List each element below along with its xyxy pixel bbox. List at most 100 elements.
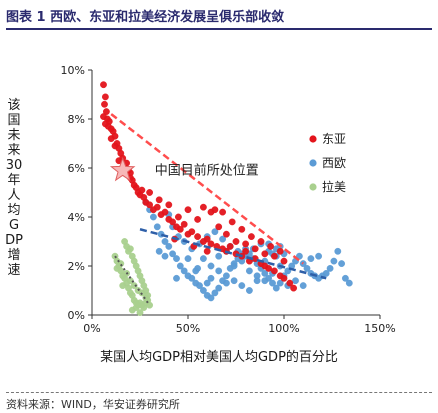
data-point-east-asia: [290, 284, 297, 292]
data-point-east-asia: [194, 215, 202, 223]
data-point-latin-america: [136, 309, 144, 316]
data-point-east-asia: [280, 257, 288, 265]
data-point-east-asia: [215, 223, 223, 231]
data-point-east-asia: [207, 240, 215, 248]
legend-marker: [309, 135, 317, 143]
data-point-western-europe: [192, 267, 200, 275]
data-point-western-europe: [341, 274, 349, 282]
data-point-western-europe: [180, 267, 188, 275]
data-point-latin-america: [126, 245, 134, 253]
y-tick-label: 4%: [68, 211, 85, 224]
data-point-east-asia: [155, 196, 163, 204]
x-tick-label: 100%: [268, 322, 299, 335]
data-point-western-europe: [245, 267, 253, 275]
data-point-east-asia: [180, 220, 188, 228]
data-point-east-asia: [176, 225, 184, 233]
data-point-latin-america: [132, 304, 140, 311]
data-point-western-europe: [215, 267, 223, 275]
trend-lines: [110, 113, 327, 306]
data-point-latin-america: [146, 301, 154, 309]
data-point-east-asia: [261, 250, 269, 258]
data-point-western-europe: [222, 272, 230, 280]
source-rule: [6, 392, 432, 393]
data-point-east-asia: [232, 238, 240, 245]
data-point-western-europe: [184, 255, 192, 263]
data-point-western-europe: [272, 284, 280, 292]
data-point-western-europe: [299, 260, 307, 267]
data-point-western-europe: [176, 262, 184, 270]
data-point-east-asia: [146, 189, 154, 196]
data-point-latin-america: [142, 294, 150, 302]
data-point-western-europe: [207, 274, 215, 282]
data-point-western-europe: [230, 262, 238, 270]
data-point-western-europe: [215, 284, 223, 292]
x-tick-label: 50%: [176, 322, 200, 335]
data-point-east-asia: [188, 228, 196, 236]
data-point-western-europe: [292, 277, 299, 285]
source-note: 资料来源：WIND，华安证券研究所: [6, 398, 180, 411]
legend-entry: 东亚: [322, 132, 346, 146]
data-point-western-europe: [219, 235, 227, 243]
x-tick-label: 150%: [364, 322, 395, 335]
data-point-east-asia: [111, 142, 119, 150]
y-tick-label: 10%: [61, 64, 85, 77]
data-point-east-asia: [100, 81, 107, 89]
data-point-western-europe: [230, 277, 238, 285]
data-point-east-asia: [165, 201, 173, 209]
data-point-east-asia: [146, 201, 154, 209]
data-point-east-asia: [107, 135, 115, 143]
data-points: [100, 81, 353, 316]
data-point-western-europe: [188, 274, 196, 282]
data-point-east-asia: [194, 233, 202, 241]
china-position-star-icon: [109, 156, 136, 182]
data-point-east-asia: [169, 218, 177, 226]
data-point-east-asia: [257, 238, 265, 245]
data-point-western-europe: [253, 272, 261, 280]
data-point-east-asia: [161, 208, 169, 216]
data-point-western-europe: [165, 242, 173, 250]
data-point-western-europe: [155, 247, 163, 255]
data-point-east-asia: [286, 279, 294, 287]
data-point-western-europe: [207, 294, 215, 302]
data-point-western-europe: [345, 279, 353, 287]
figure-title: 图表 1 西欧、东亚和拉美经济发展呈俱乐部收敛: [6, 10, 285, 25]
data-point-western-europe: [299, 282, 307, 289]
data-point-western-europe: [203, 279, 211, 287]
data-point-western-europe: [261, 269, 269, 277]
y-axis-label: 该国未来30年人均GDP增速: [5, 98, 23, 278]
data-point-east-asia: [102, 93, 109, 101]
data-point-east-asia: [203, 235, 211, 243]
legend-entry: 拉美: [322, 179, 346, 194]
data-point-western-europe: [307, 255, 315, 263]
data-point-east-asia: [174, 213, 182, 221]
data-point-western-europe: [315, 252, 322, 260]
y-tick-label: 6%: [68, 162, 85, 175]
data-point-east-asia: [242, 240, 250, 248]
annotation: 中国目前所处位置: [109, 156, 259, 182]
data-point-east-asia: [101, 100, 108, 108]
data-point-east-asia: [270, 252, 278, 260]
data-point-western-europe: [199, 255, 207, 263]
data-point-east-asia: [211, 206, 219, 214]
data-point-western-europe: [207, 262, 215, 270]
data-point-east-asia: [265, 264, 272, 272]
data-point-western-europe: [173, 274, 180, 282]
data-point-western-europe: [245, 287, 253, 294]
data-point-latin-america: [119, 282, 127, 289]
data-point-latin-america: [130, 282, 138, 289]
data-point-western-europe: [211, 289, 219, 297]
data-point-east-asia: [103, 108, 110, 116]
data-point-western-europe: [215, 252, 223, 260]
data-point-western-europe: [269, 279, 276, 287]
data-point-east-asia: [138, 186, 146, 194]
axes: 0% 2% 4% 6% 8% 10% 0% 50% 100% 150%: [61, 64, 396, 335]
data-point-western-europe: [169, 250, 177, 258]
x-tick-label: 0%: [83, 322, 100, 335]
legend-marker: [309, 183, 317, 191]
data-point-western-europe: [199, 287, 207, 294]
data-point-western-europe: [196, 282, 203, 289]
data-point-east-asia: [228, 218, 236, 226]
data-point-east-asia: [104, 122, 112, 130]
